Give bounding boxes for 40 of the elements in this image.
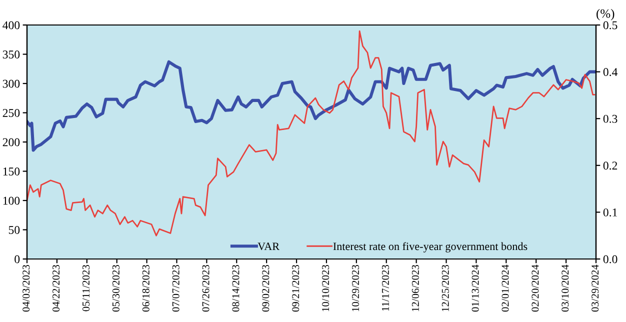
y2-tick-label: 0.2 (603, 162, 618, 170)
y2-tick-label: 0.3 (603, 114, 618, 123)
x-tick-label: 05/30/2023 (112, 264, 120, 312)
y-tick-label: 150 (3, 167, 20, 176)
y2-tick-label: 0.5 (603, 21, 618, 30)
x-tick-label: 07/26/2023 (202, 264, 210, 312)
x-tick-label: 11/17/2023 (382, 264, 389, 311)
legend-label: Interest rate on five-year government bonds (333, 242, 528, 252)
y2-tick-label: 0.0 (603, 255, 618, 264)
x-tick-label: 05/11/2023 (82, 264, 90, 312)
x-tick-label: 02/20/2024 (532, 264, 539, 312)
x-tick-label: 09/02/2023 (262, 264, 270, 312)
x-tick-label: 09/21/2023 (292, 264, 300, 312)
line-series (27, 30, 596, 236)
y-tick-label: 50 (8, 226, 20, 234)
y-tick-label: 300 (2, 80, 20, 88)
legend-label: VAR (258, 242, 280, 250)
y-tick-label: 0 (14, 255, 20, 264)
y-tick-label: 100 (3, 196, 20, 205)
y-tick-label: 200 (2, 138, 20, 146)
x-tick-label: 04/22/2023 (52, 264, 60, 312)
y-tick-label: 350 (2, 50, 20, 58)
x-tick-label: 12/06/2023 (412, 264, 419, 312)
x-tick-label: 03/29/2024 (592, 264, 599, 312)
y2-tick-label: 0.4 (603, 68, 618, 76)
x-tick-label: 07/07/2023 (172, 264, 180, 312)
x-tick-label: 10/29/2023 (352, 264, 360, 312)
x-tick-label: 02/01/2024 (502, 264, 509, 312)
x-tick-label: 06/18/2023 (142, 264, 150, 312)
x-tick-label: 03/10/2024 (562, 264, 569, 312)
x-tick-label: 04/03/2023 (22, 264, 30, 312)
y-tick-label: 400 (2, 21, 20, 30)
y2-tick-label: 0.1 (603, 208, 617, 216)
x-tick-label: 10/10/2023 (322, 264, 330, 312)
y-tick-label: 250 (2, 108, 20, 117)
x-tick-label: 12/25/2023 (442, 264, 449, 312)
x-tick-label: 01/13/2024 (472, 264, 479, 312)
y2-axis-title: (%) (596, 8, 614, 20)
line-series (27, 60, 596, 152)
x-tick-label: 08/14/2023 (232, 264, 240, 312)
